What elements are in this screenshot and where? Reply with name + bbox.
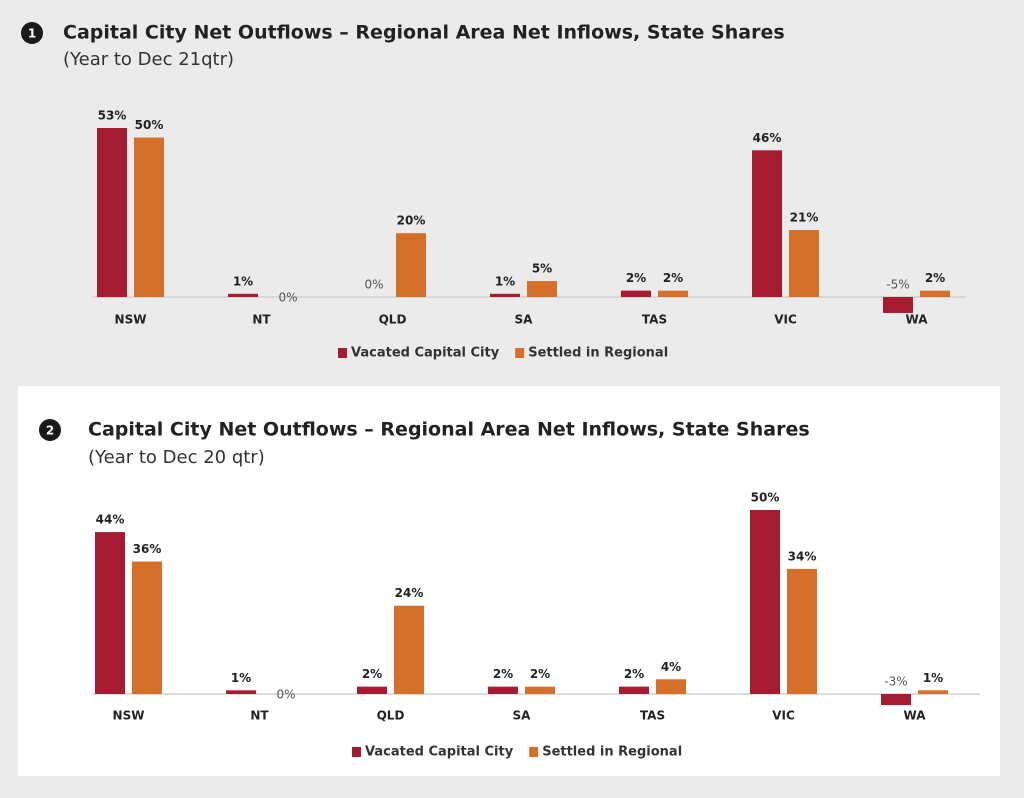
value-label: 2% [624,667,644,681]
legend-label: Settled in Regional [542,745,682,760]
bar [883,297,913,313]
bar [490,293,520,297]
bar [621,290,651,297]
bar [228,293,258,297]
badge [21,22,43,44]
x-tick-label: NSW [113,709,145,723]
value-label: 53% [98,109,127,123]
legend-swatch [515,348,525,358]
bar [132,561,162,694]
bar [396,233,426,297]
x-tick-label: VIC [772,709,795,723]
legend-label: Vacated Capital City [351,346,500,361]
value-label: 2% [626,271,646,285]
value-label: 2% [530,667,550,681]
value-label: 46% [753,131,782,145]
value-label: 34% [788,549,817,563]
value-label: 20% [397,214,426,228]
value-label: 36% [133,542,162,556]
bar [226,690,256,694]
x-tick-label: QLD [377,709,405,723]
badge [39,419,61,441]
value-label: 1% [231,671,251,685]
legend-swatch [352,747,361,757]
value-label: 5% [532,262,552,276]
value-label: 0% [278,291,297,305]
x-tick-label: WA [904,709,927,723]
chart-subtitle: (Year to Dec 20 qtr) [88,447,265,468]
bar [488,686,518,694]
bar [881,694,911,706]
x-tick-label: SA [515,313,534,327]
value-label: 24% [395,586,424,600]
value-label: 21% [790,211,819,225]
value-label: 4% [661,660,681,674]
bar [619,686,649,694]
value-label: 50% [751,491,780,505]
x-tick-label: QLD [379,313,407,327]
bar [658,290,688,297]
value-label: 0% [276,688,295,702]
legend-label: Vacated Capital City [365,745,514,760]
bar [656,679,686,694]
bar [95,532,125,694]
x-tick-label: NSW [115,313,147,327]
x-tick-label: TAS [642,313,667,327]
x-tick-label: VIC [774,313,797,327]
bar [134,137,164,297]
value-label: 2% [925,271,945,285]
value-label: -3% [884,675,907,689]
legend-label: Settled in Regional [528,346,668,361]
value-label: 0% [364,278,383,292]
bar [920,290,950,297]
bar [97,128,127,297]
chart-title: Capital City Net Outflows – Regional Are… [63,22,785,44]
bar [752,150,782,297]
value-label: 1% [233,274,253,288]
legend-swatch [529,747,539,757]
x-tick-label: TAS [640,709,665,723]
bar [918,690,948,694]
panel-box [18,386,1000,776]
badge-number: 2 [46,424,54,438]
x-tick-label: NT [252,313,271,327]
value-label: 2% [362,667,382,681]
bar [787,568,817,694]
chart-subtitle: (Year to Dec 21qtr) [63,49,234,70]
value-label: 1% [923,671,943,685]
value-label: 2% [663,271,683,285]
x-tick-label: NT [250,709,269,723]
chart-title: Capital City Net Outflows – Regional Are… [88,419,810,441]
value-label: 50% [135,118,164,132]
bar [789,230,819,297]
x-tick-label: WA [906,313,929,327]
badge-number: 1 [28,27,36,41]
bar [527,281,557,297]
x-tick-label: SA [513,709,532,723]
bar [357,686,387,694]
legend-swatch [338,348,347,358]
value-label: 44% [96,513,125,527]
bar [394,605,424,694]
value-label: -5% [886,278,909,292]
bar [750,510,780,694]
value-label: 1% [495,274,515,288]
value-label: 2% [493,667,513,681]
bar [525,686,555,694]
